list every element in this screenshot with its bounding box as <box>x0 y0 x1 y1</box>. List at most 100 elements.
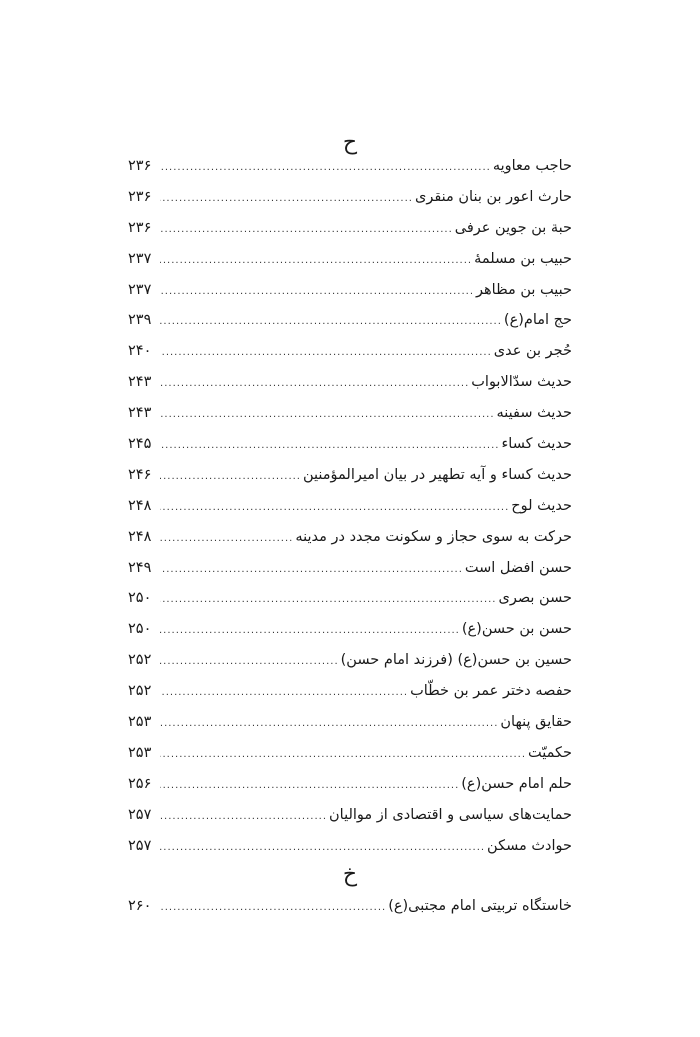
index-entry: حسن افضل است ۲۴۹ <box>128 553 572 584</box>
dot-leader <box>160 338 492 369</box>
dot-leader <box>160 616 460 647</box>
entry-title: حبیب بن مسلمهٔ <box>474 250 572 267</box>
index-entry: حرکت به سوی حجاز و سکونت مجدد در مدینه ۲۴… <box>128 522 572 553</box>
index-entry: حبیب بن مظاهر ۲۳۷ <box>128 275 572 306</box>
entry-title: حدیث کساء و آیه تطهیر در بیان امیرالمؤمن… <box>302 466 572 483</box>
entry-page-number: ۲۵۲ <box>128 683 152 700</box>
index-entry: حارث اعور بن بنان منقری ۲۳۶ <box>128 182 572 213</box>
dot-leader <box>160 400 495 431</box>
entry-page-number: ۲۶۰ <box>128 898 152 914</box>
dot-leader <box>160 647 339 678</box>
entry-title: حفصه دختر عمر بن خطّاب <box>410 683 572 700</box>
index-entry: حسین بن حسن(ع) (فرزند امام حسن) ۲۵۲ <box>128 645 572 676</box>
entry-title: حسن افضل است <box>464 559 572 576</box>
entry-title: خاستگاه تربیتی امام مجتبی(ع) <box>388 898 572 914</box>
entry-page-number: ۲۵۳ <box>128 714 152 731</box>
index-list-ha: حاجب معاویه ۲۳۶ حارث اعور بن بنان منقری ۲۳۶… <box>128 151 572 861</box>
entry-title: حدیث لوح <box>511 497 572 514</box>
index-list-kha: خاستگاه تربیتی امام مجتبی(ع) ۲۶۰ <box>128 891 572 922</box>
entry-title: حسین بن حسن(ع) (فرزند امام حسن) <box>340 652 572 669</box>
entry-title: حرکت به سوی حجاز و سکونت مجدد در مدینه <box>295 528 572 545</box>
dot-leader <box>160 709 498 740</box>
entry-page-number: ۲۴۸ <box>128 497 152 514</box>
dot-leader <box>160 277 474 308</box>
entry-page-number: ۲۴۳ <box>128 374 152 391</box>
entry-page-number: ۲۴۹ <box>128 559 152 576</box>
index-entry: حدیث لوح ۲۴۸ <box>128 491 572 522</box>
entry-page-number: ۲۵۳ <box>128 744 152 761</box>
dot-leader <box>160 153 491 184</box>
entry-title: حبیب بن مظاهر <box>476 281 572 298</box>
index-entry: حوادث مسکن ۲۵۷ <box>128 831 572 862</box>
dot-leader <box>160 678 408 709</box>
index-entry: حمایت‌های سیاسی و اقتصادی از موالیان ۲۵۷ <box>128 800 572 831</box>
index-entry: حدیث سفینه ۲۴۳ <box>128 398 572 429</box>
index-entry: حج امام(ع) ۲۳۹ <box>128 305 572 336</box>
entry-page-number: ۲۵۲ <box>128 652 152 669</box>
entry-title: حدیث سدّالابواب <box>471 374 572 391</box>
dot-leader <box>160 493 509 524</box>
entry-title: حقایق پنهان <box>500 714 572 731</box>
entry-page-number: ۲۴۵ <box>128 436 152 453</box>
dot-leader <box>160 802 327 833</box>
dot-leader <box>160 369 469 400</box>
entry-page-number: ۲۵۰ <box>128 621 152 638</box>
entry-title: حبة بن جوین عرفی <box>454 219 572 236</box>
entry-page-number: ۲۴۳ <box>128 405 152 422</box>
dot-leader <box>160 307 502 338</box>
index-entry: حبیب بن مسلمهٔ ۲۳۷ <box>128 244 572 275</box>
index-entry: حدیث سدّالابواب ۲۴۳ <box>128 367 572 398</box>
entry-page-number: ۲۳۶ <box>128 188 152 205</box>
entry-title: حوادث مسکن <box>487 837 572 854</box>
dot-leader <box>160 771 459 802</box>
entry-page-number: ۲۵۰ <box>128 590 152 607</box>
index-entry: حبة بن جوین عرفی ۲۳۶ <box>128 213 572 244</box>
entry-page-number: ۲۵۷ <box>128 837 152 854</box>
dot-leader <box>160 833 485 864</box>
entry-title: حکمیّت <box>528 744 572 761</box>
entry-page-number: ۲۳۶ <box>128 219 152 236</box>
entry-title: حمایت‌های سیاسی و اقتصادی از موالیان <box>329 806 572 823</box>
dot-leader <box>160 215 453 246</box>
dot-leader <box>160 585 496 616</box>
index-entry: حسن بن حسن(ع) ۲۵۰ <box>128 614 572 645</box>
entry-title: حارث اعور بن بنان منقری <box>414 188 572 205</box>
index-entry: حدیث کساء و آیه تطهیر در بیان امیرالمؤمن… <box>128 460 572 491</box>
index-entry: حسن بصری ۲۵۰ <box>128 583 572 614</box>
entry-page-number: ۲۵۷ <box>128 806 152 823</box>
entry-page-number: ۲۴۶ <box>128 466 152 483</box>
entry-page-number: ۲۳۷ <box>128 250 152 267</box>
dot-leader <box>160 893 386 924</box>
dot-leader <box>160 555 463 586</box>
index-entry: خاستگاه تربیتی امام مجتبی(ع) ۲۶۰ <box>128 891 572 922</box>
entry-title: حلم امام حسن(ع) <box>461 775 572 792</box>
entry-title: حاجب معاویه <box>492 158 572 174</box>
section-heading-ha: ح <box>342 130 358 155</box>
section-heading-kha: خ <box>342 862 358 887</box>
index-entry: حفصه دختر عمر بن خطّاب ۲۵۲ <box>128 676 572 707</box>
entry-title: حسن بن حسن(ع) <box>461 621 572 638</box>
dot-leader <box>160 246 472 277</box>
entry-title: حُجر بن عدی <box>493 343 572 360</box>
index-entry: حقایق پنهان ۲۵۳ <box>128 707 572 738</box>
entry-page-number: ۲۳۹ <box>128 312 152 329</box>
entry-title: حدیث کساء <box>501 436 572 453</box>
index-entry: حاجب معاویه ۲۳۶ <box>128 151 572 182</box>
dot-leader <box>160 524 293 555</box>
entry-title: حدیث سفینه <box>496 405 572 422</box>
index-entry: حکمیّت ۲۵۳ <box>128 738 572 769</box>
entry-title: حج امام(ع) <box>503 312 572 329</box>
entry-page-number: ۲۴۸ <box>128 528 152 545</box>
dot-leader <box>160 740 526 771</box>
dot-leader <box>160 431 499 462</box>
entry-page-number: ۲۳۶ <box>128 158 152 174</box>
dot-leader <box>160 184 413 215</box>
index-entry: حلم امام حسن(ع) ۲۵۶ <box>128 769 572 800</box>
entry-page-number: ۲۳۷ <box>128 281 152 298</box>
entry-page-number: ۲۵۶ <box>128 775 152 792</box>
entry-page-number: ۲۴۰ <box>128 343 152 360</box>
index-entry: حدیث کساء ۲۴۵ <box>128 429 572 460</box>
entry-title: حسن بصری <box>498 590 572 607</box>
dot-leader <box>160 462 301 493</box>
index-entry: حُجر بن عدی ۲۴۰ <box>128 336 572 367</box>
